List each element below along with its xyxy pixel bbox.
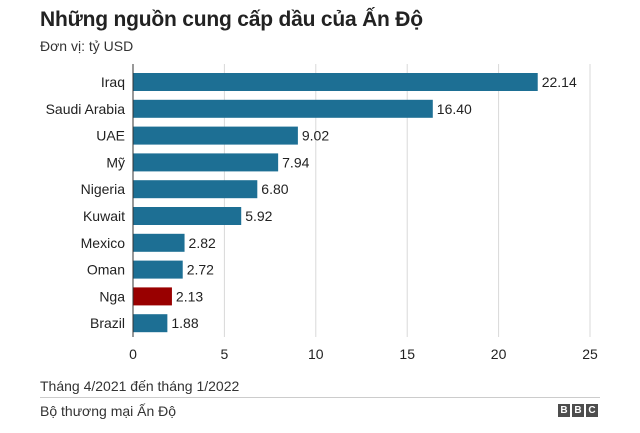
bbc-logo: B B C bbox=[558, 404, 598, 417]
category-label: Nga bbox=[99, 288, 125, 304]
bar bbox=[133, 99, 433, 118]
bar bbox=[133, 180, 258, 199]
x-tick-label: 15 bbox=[399, 346, 415, 362]
category-label: Iraq bbox=[101, 74, 125, 90]
bar bbox=[133, 73, 538, 91]
category-label: Nigeria bbox=[81, 181, 126, 197]
value-label: 7.94 bbox=[282, 154, 309, 170]
category-label: Oman bbox=[87, 262, 125, 278]
footer-divider bbox=[40, 397, 600, 398]
chart-subtitle: Đơn vị: tỷ USD bbox=[40, 38, 134, 54]
bar bbox=[133, 153, 279, 172]
value-label: 16.40 bbox=[437, 101, 472, 117]
bbc-logo-letter: B bbox=[572, 404, 584, 417]
value-label: 2.82 bbox=[189, 235, 216, 251]
period-note: Tháng 4/2021 đến tháng 1/2022 bbox=[40, 378, 240, 394]
bar bbox=[133, 207, 242, 225]
category-label: Mexico bbox=[81, 235, 126, 251]
bbc-logo-letter: B bbox=[558, 404, 570, 417]
bar-chart: Iraq 22.14 Saudi Arabia 16.40 UAE 9.02 Mỹ 7.94 N… bbox=[46, 64, 598, 362]
source-note: Bộ thương mại Ấn Độ bbox=[40, 403, 177, 419]
x-tick-label: 10 bbox=[308, 346, 324, 362]
category-label: Brazil bbox=[90, 315, 125, 331]
value-label: 22.14 bbox=[542, 74, 577, 90]
x-tick-label: 25 bbox=[582, 346, 598, 362]
value-label: 9.02 bbox=[302, 128, 329, 144]
x-tick-label: 5 bbox=[221, 346, 229, 362]
value-label: 2.72 bbox=[187, 262, 214, 278]
bar bbox=[133, 287, 172, 306]
bar bbox=[133, 233, 185, 252]
x-tick-label: 20 bbox=[491, 346, 507, 362]
value-label: 5.92 bbox=[245, 208, 272, 224]
chart-title: Những nguồn cung cấp dầu của Ấn Độ bbox=[40, 8, 423, 31]
bbc-logo-letter: C bbox=[586, 404, 598, 417]
value-label: 1.88 bbox=[171, 315, 198, 331]
bar bbox=[133, 126, 298, 145]
category-label: Saudi Arabia bbox=[46, 101, 126, 117]
bar bbox=[133, 260, 183, 279]
value-label: 6.80 bbox=[261, 181, 288, 197]
category-label: Mỹ bbox=[106, 154, 125, 170]
x-tick-label: 0 bbox=[129, 346, 137, 362]
category-label: Kuwait bbox=[83, 208, 125, 224]
bar bbox=[133, 314, 168, 333]
value-label: 2.13 bbox=[176, 288, 203, 304]
category-label: UAE bbox=[96, 128, 125, 144]
